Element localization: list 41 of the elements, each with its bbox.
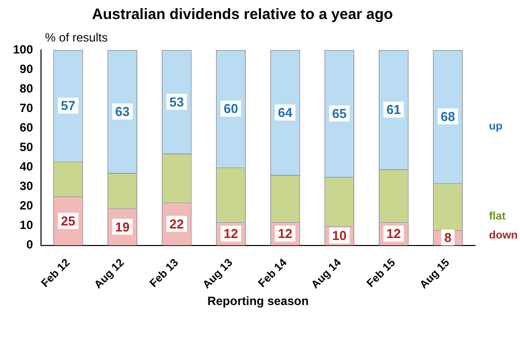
y-tick-label: 40 [20, 160, 34, 174]
data-label: 63 [115, 104, 130, 120]
text: up [489, 120, 503, 132]
x-tick-label: Aug 13 [200, 256, 236, 292]
y-tick-label: 50 [20, 140, 34, 154]
y-tick-label: 20 [20, 198, 34, 213]
x-tick-label: Feb 14 [256, 256, 290, 290]
y-axis-title: % of results [45, 30, 108, 44]
x-tick-label: Aug 15 [418, 256, 452, 292]
data-label: 64 [278, 105, 294, 120]
y-tick-label: 10 [20, 218, 34, 232]
data-label: 65 [332, 106, 347, 122]
x-tick-label: Feb 12 [39, 256, 72, 290]
data-label: 22 [169, 216, 184, 232]
data-label: 60 [224, 101, 238, 116]
y-tick-label: 90 [20, 62, 34, 76]
data-label: 12 [278, 226, 292, 242]
y-tick-label: 30 [20, 179, 34, 194]
data-label: 12 [386, 226, 401, 242]
x-tick-label: Feb 15 [364, 256, 398, 290]
data-label: 10 [332, 228, 347, 244]
data-label: 57 [60, 98, 76, 114]
y-tick-label: 70 [20, 100, 34, 115]
chart-title: Australian dividends relative to a year ago [92, 6, 393, 24]
text: down [489, 229, 518, 242]
y-tick-label: 100 [12, 42, 34, 56]
y-tick-label: 60 [20, 120, 34, 134]
data-label: 8 [444, 230, 452, 246]
data-label: 53 [169, 94, 184, 110]
x-tick-label: Aug 14 [309, 256, 344, 292]
text: flat [489, 210, 506, 222]
x-axis-title: Reporting season [207, 294, 309, 308]
x-tick-label: Aug 12 [92, 256, 127, 292]
data-label: 68 [440, 108, 456, 124]
y-tick-label: 80 [20, 81, 34, 96]
y-tick-label: 0 [26, 238, 34, 252]
data-label: 12 [224, 226, 238, 242]
x-tick-label: Feb 13 [148, 256, 181, 290]
data-label: 25 [60, 213, 76, 228]
data-label: 61 [386, 102, 401, 118]
data-label: 19 [115, 219, 130, 234]
